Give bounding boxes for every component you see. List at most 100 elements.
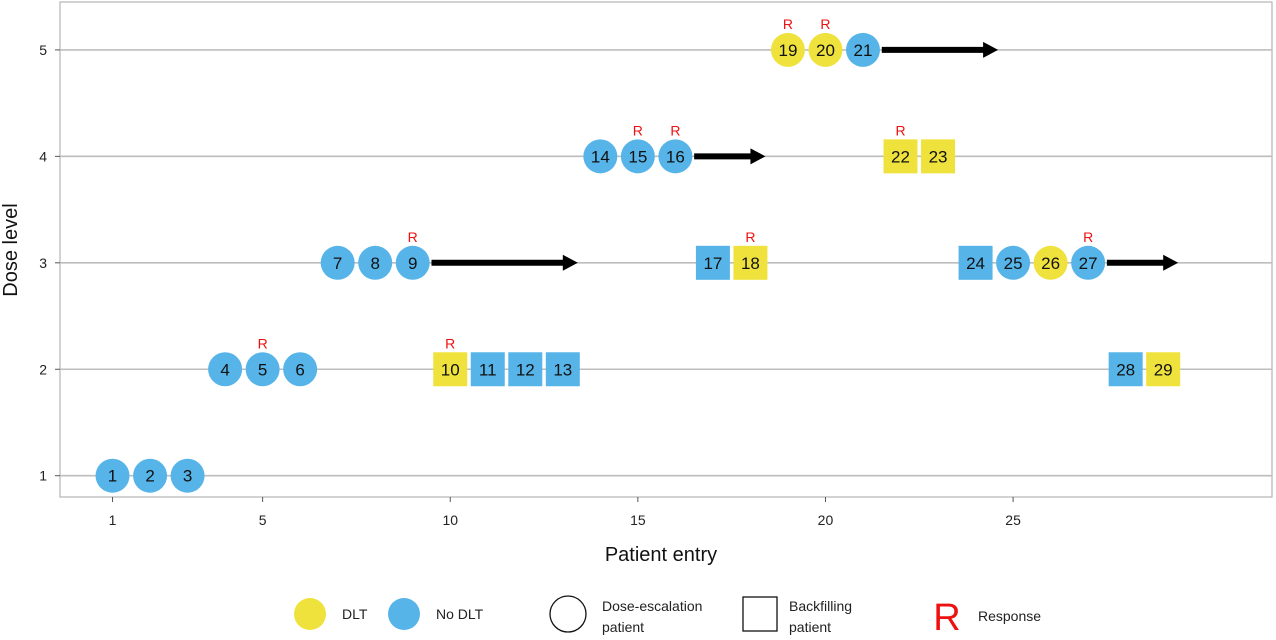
legend-dlt-swatch <box>294 598 326 630</box>
x-tick-label: 10 <box>442 512 458 528</box>
patient-marker-17 <box>695 245 730 280</box>
patient-marker-10 <box>433 352 468 387</box>
patient-label-23: 23 <box>929 147 948 166</box>
legend-escalation-label-line2: patient <box>602 619 644 635</box>
x-tick-label: 20 <box>818 512 834 528</box>
x-tick-label: 25 <box>1005 512 1021 528</box>
x-axis-title: Patient entry <box>605 544 717 566</box>
y-tick-label: 2 <box>39 361 47 377</box>
patient-marker-19 <box>770 32 805 67</box>
legend-response-symbol: R <box>933 597 960 639</box>
patient-label-20: 20 <box>816 41 835 60</box>
patient-marker-28 <box>1108 352 1143 387</box>
patient-label-6: 6 <box>295 360 304 379</box>
patient-marker-27 <box>1071 245 1106 280</box>
patient-marker-11 <box>470 352 505 387</box>
patient-marker-21 <box>845 32 880 67</box>
legend-no-dlt-label: No DLT <box>436 606 484 622</box>
patient-marker-18 <box>733 245 768 280</box>
patient-marker-6 <box>283 352 318 387</box>
patient-label-26: 26 <box>1041 254 1060 273</box>
patient-marker-13 <box>545 352 580 387</box>
patient-label-5: 5 <box>258 360 267 379</box>
x-tick-label: 1 <box>109 512 117 528</box>
y-tick-label: 3 <box>39 255 47 271</box>
patient-label-7: 7 <box>333 254 342 273</box>
patient-label-12: 12 <box>516 360 535 379</box>
patient-marker-29 <box>1146 352 1181 387</box>
patient-marker-3 <box>170 458 205 493</box>
patient-label-9: 9 <box>408 254 417 273</box>
y-tick-label: 5 <box>39 42 47 58</box>
legend-no-dlt-swatch <box>388 598 420 630</box>
patient-marker-20 <box>808 32 843 67</box>
patient-label-17: 17 <box>703 254 722 273</box>
x-tick-label: 15 <box>630 512 646 528</box>
response-marker-5: R <box>258 335 268 351</box>
response-marker-9: R <box>408 229 418 245</box>
y-tick-label: 1 <box>39 468 47 484</box>
response-marker-16: R <box>670 122 680 138</box>
patient-marker-24 <box>958 245 993 280</box>
patient-label-1: 1 <box>108 467 117 486</box>
patient-label-3: 3 <box>183 467 192 486</box>
response-marker-15: R <box>633 122 643 138</box>
patient-marker-5 <box>245 352 280 387</box>
patient-marker-9 <box>395 245 430 280</box>
legend-escalation-label-line1: Dose-escalation <box>602 598 702 614</box>
patient-label-15: 15 <box>628 147 647 166</box>
patient-label-4: 4 <box>220 360 229 379</box>
patient-label-16: 16 <box>666 147 685 166</box>
legend: DLT No DLT Dose-escalation patient Backf… <box>294 595 1041 639</box>
response-marker-18: R <box>745 229 755 245</box>
legend-backfill-label-line2: patient <box>789 619 831 635</box>
response-marker-19: R <box>783 16 793 32</box>
panel-border <box>59 1 1273 498</box>
patient-marker-8 <box>358 245 393 280</box>
legend-dlt-label: DLT <box>342 606 368 622</box>
patient-label-28: 28 <box>1116 360 1135 379</box>
legend-backfill-label-line1: Backfilling <box>789 598 852 614</box>
patient-label-14: 14 <box>591 147 610 166</box>
legend-escalation-swatch <box>549 595 587 633</box>
patient-label-27: 27 <box>1079 254 1098 273</box>
patient-label-21: 21 <box>854 41 873 60</box>
patient-label-29: 29 <box>1154 360 1173 379</box>
response-marker-10: R <box>445 335 455 351</box>
response-marker-20: R <box>820 16 830 32</box>
patient-label-19: 19 <box>778 41 797 60</box>
y-tick-label: 4 <box>39 148 47 164</box>
patient-label-18: 18 <box>741 254 760 273</box>
patient-marker-22 <box>883 139 918 174</box>
escalation-arrowhead <box>1163 254 1179 271</box>
patient-label-22: 22 <box>891 147 910 166</box>
patient-marker-14 <box>583 139 618 174</box>
patient-marker-4 <box>208 352 243 387</box>
patient-label-8: 8 <box>370 254 379 273</box>
patient-marker-1 <box>95 458 130 493</box>
legend-response-label: Response <box>978 608 1041 624</box>
patient-marker-23 <box>921 139 956 174</box>
patient-label-13: 13 <box>553 360 572 379</box>
patient-label-24: 24 <box>966 254 985 273</box>
patient-marker-2 <box>133 458 168 493</box>
patient-label-10: 10 <box>441 360 460 379</box>
patient-marker-16 <box>658 139 693 174</box>
y-axis-title: Dose level <box>0 203 22 296</box>
escalation-arrowhead <box>983 41 999 58</box>
patient-label-25: 25 <box>1004 254 1023 273</box>
legend-backfill-swatch <box>742 596 778 632</box>
patient-marker-15 <box>620 139 655 174</box>
escalation-arrowhead <box>750 148 766 165</box>
patient-label-11: 11 <box>479 360 497 379</box>
patient-marker-26 <box>1033 245 1068 280</box>
escalation-arrowhead <box>562 254 578 271</box>
response-marker-22: R <box>895 122 905 138</box>
response-marker-27: R <box>1083 229 1093 245</box>
patient-marker-7 <box>320 245 355 280</box>
patient-label-2: 2 <box>145 467 154 486</box>
patient-marker-25 <box>996 245 1031 280</box>
x-tick-label: 5 <box>259 512 267 528</box>
